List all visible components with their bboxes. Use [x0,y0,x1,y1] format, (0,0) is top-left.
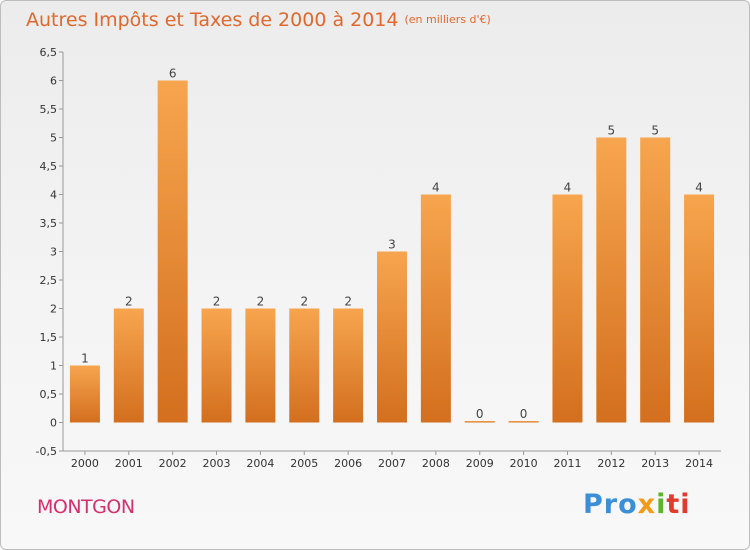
chart-subtitle: (en milliers d'€) [404,13,491,26]
y-tick-label: 6,5 [40,46,58,59]
data-label: 2 [300,295,308,309]
bar-2010 [508,421,539,423]
x-tick-label: 2005 [290,457,318,470]
y-tick-label: 4 [50,189,57,202]
chart-title: Autres Impôts et Taxes de 2000 à 2014 (en… [26,9,491,31]
y-tick-label: 5,5 [40,103,58,116]
y-tick-label: 5 [50,132,57,145]
y-tick-label: 2,5 [40,274,58,287]
location-label: MONTGON [37,496,135,518]
data-label: 2 [213,295,221,309]
x-tick-label: 2007 [378,457,406,470]
bar-2001 [113,308,144,423]
data-labels: 1 2 6 2 2 2 2 3 4 0 0 4 5 5 4 [81,67,703,422]
bar-2000 [69,365,100,423]
data-label: 5 [651,124,659,138]
y-tick-label: 3 [50,246,57,259]
x-tick-label: 2011 [553,457,581,470]
y-tick-label: 3,5 [40,217,58,230]
bar-2005 [289,308,320,423]
x-tick-label: 2010 [510,457,538,470]
y-tick-label: 6 [50,75,57,88]
data-label: 4 [432,181,440,195]
data-label: 0 [476,407,484,421]
data-label: 4 [564,181,572,195]
x-tick-label: 2003 [203,457,231,470]
x-tick-label: 2009 [466,457,494,470]
y-tick-label: -0,5 [36,445,57,458]
x-tick-label: 2014 [685,457,713,470]
bar-2014 [684,194,715,423]
bar-2008 [420,194,451,423]
y-tick-label: 2 [50,303,57,316]
data-label: 4 [695,181,703,195]
x-tick-label: 2008 [422,457,450,470]
chart-title-text: Autres Impôts et Taxes de 2000 à 2014 [26,9,399,31]
x-tick-label: 2006 [334,457,362,470]
logo-part-4: ti [666,489,691,520]
data-label: 2 [257,295,265,309]
bar-2003 [201,308,232,423]
logo-part-2: x [637,489,657,520]
data-label: 0 [520,407,528,421]
y-tick-label: 0,5 [40,388,58,401]
data-label: 2 [125,295,133,309]
x-tick-label: 2001 [115,457,143,470]
logo-part-3: i [656,489,667,520]
data-label: 3 [388,238,396,252]
bars [69,80,715,423]
x-tick-label: 2002 [159,457,187,470]
x-tick-label: 2004 [246,457,274,470]
proxiti-logo: Proxiti [583,489,691,520]
data-label: 5 [608,124,616,138]
bar-2007 [377,251,407,423]
x-tick-label: 2013 [641,457,669,470]
bar-2012 [596,137,627,423]
bar-2011 [552,194,583,423]
y-tick-label: 1,5 [40,331,58,344]
bar-2006 [333,308,364,423]
data-label: 6 [169,67,177,81]
y-tick-label: 0 [50,417,57,430]
bar-2013 [640,137,671,423]
data-label: 2 [344,295,352,309]
logo-part-1: Pro [583,489,638,520]
data-label: 1 [81,352,89,366]
y-tick-label: 1 [50,360,57,373]
x-tick-label: 2012 [597,457,625,470]
x-tick-label: 2000 [71,457,99,470]
y-tick-label: 4,5 [40,160,58,173]
bar-2009 [464,421,495,423]
bar-2002 [157,80,188,423]
bar-2004 [245,308,276,423]
